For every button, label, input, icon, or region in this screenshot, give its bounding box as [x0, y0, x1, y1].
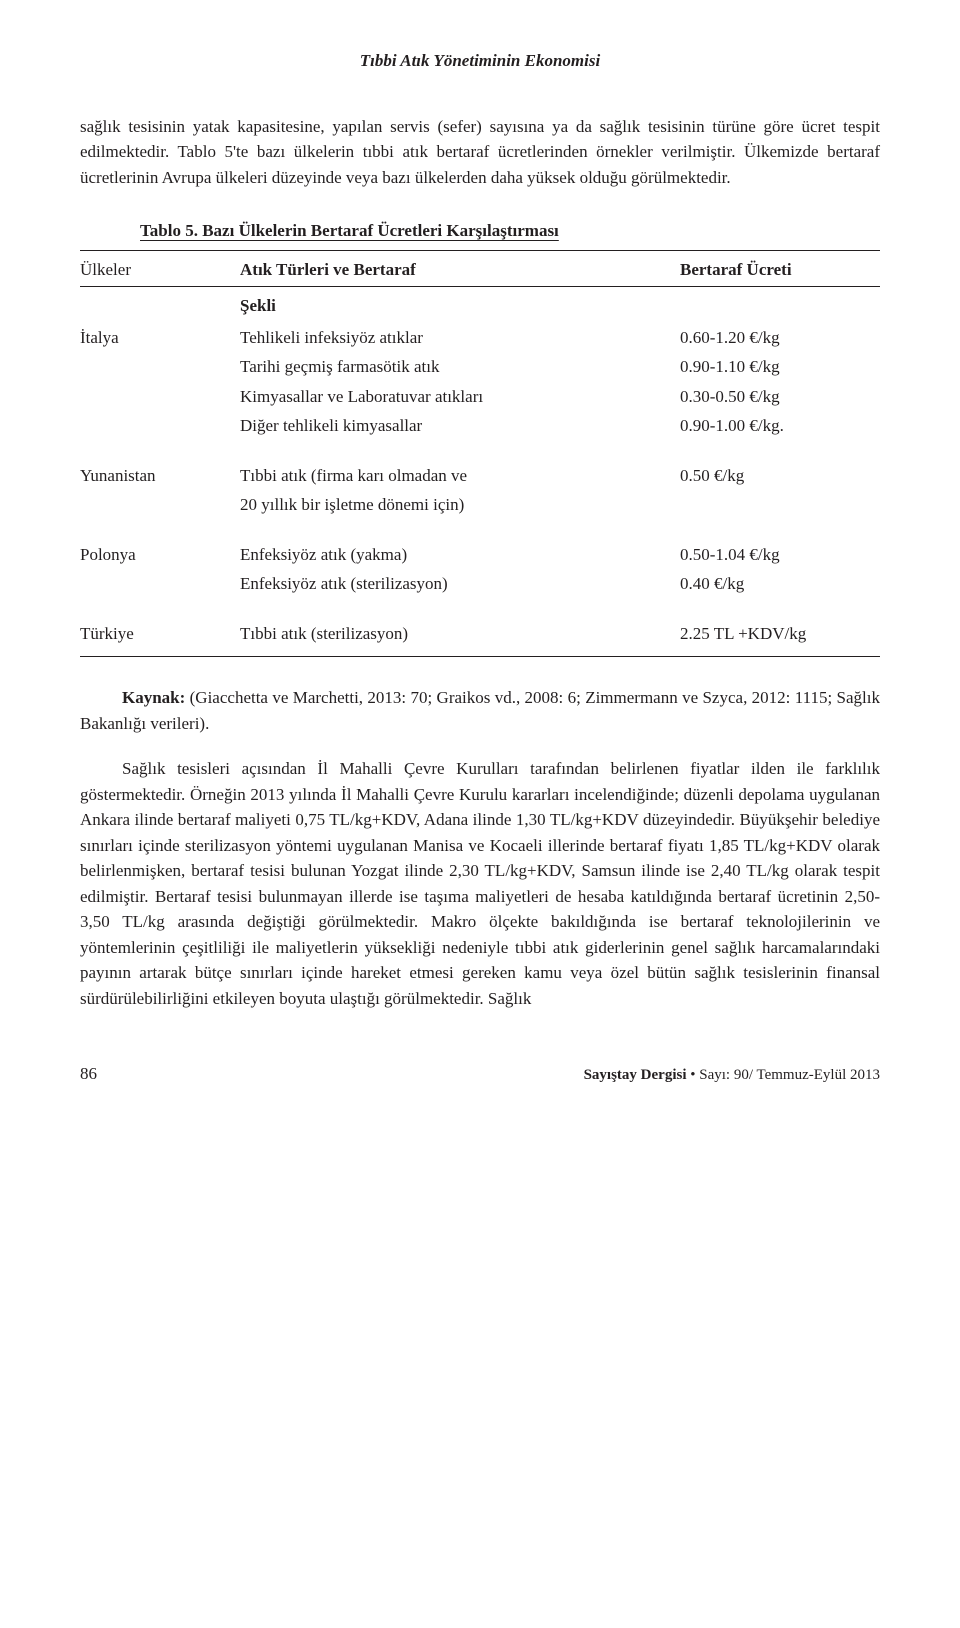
journal-name: Sayıştay Dergisi [584, 1067, 687, 1083]
cell-country: Türkiye [80, 599, 240, 657]
cell-fee: 0.40 €/kg [680, 569, 880, 599]
cell-fee: 0.30-0.50 €/kg [680, 382, 880, 412]
th-type: Atık Türleri ve Bertaraf [240, 250, 680, 287]
cell-type: Tıbbi atık (sterilizasyon) [240, 599, 680, 657]
intro-paragraph: sağlık tesisinin yatak kapasitesine, yap… [80, 114, 880, 191]
th-country: Ülkeler [80, 250, 240, 287]
cell-fee: 0.90-1.00 €/kg. [680, 411, 880, 441]
cell-country: Yunanistan [80, 441, 240, 491]
cell-type: Tıbbi atık (firma karı olmadan ve [240, 441, 680, 491]
table-row: Diğer tehlikeli kimyasallar0.90-1.00 €/k… [80, 411, 880, 441]
cell-type: Enfeksiyöz atık (yakma) [240, 520, 680, 570]
cell-fee: 0.50-1.04 €/kg [680, 520, 880, 570]
source-text: (Giacchetta ve Marchetti, 2013: 70; Grai… [80, 688, 880, 733]
table-source: Kaynak: (Giacchetta ve Marchetti, 2013: … [80, 685, 880, 736]
table-row: TürkiyeTıbbi atık (sterilizasyon)2.25 TL… [80, 599, 880, 657]
page-number: 86 [80, 1061, 97, 1087]
disposal-fee-table: Ülkeler Atık Türleri ve Bertaraf Bertara… [80, 250, 880, 658]
th-fee: Bertaraf Ücreti [680, 250, 880, 287]
source-label: Kaynak: [122, 688, 185, 707]
table-5: Tablo 5. Bazı Ülkelerin Bertaraf Ücretle… [80, 218, 880, 657]
table-title: Tablo 5. Bazı Ülkelerin Bertaraf Ücretle… [140, 218, 880, 244]
table-row: İtalyaTehlikeli infeksiyöz atıklar0.60-1… [80, 323, 880, 353]
cell-country [80, 490, 240, 520]
cell-type: Kimyasallar ve Laboratuvar atıkları [240, 382, 680, 412]
cell-fee: 0.90-1.10 €/kg [680, 352, 880, 382]
cell-country: Polonya [80, 520, 240, 570]
cell-type: Diğer tehlikeli kimyasallar [240, 411, 680, 441]
cell-type: Enfeksiyöz atık (sterilizasyon) [240, 569, 680, 599]
cell-fee: 2.25 TL +KDV/kg [680, 599, 880, 657]
cell-type: 20 yıllık bir işletme dönemi için) [240, 490, 680, 520]
cell-fee: 0.60-1.20 €/kg [680, 323, 880, 353]
main-paragraph: Sağlık tesisleri açısından İl Mahalli Çe… [80, 756, 880, 1011]
cell-type: Tarihi geçmiş farmasötik atık [240, 352, 680, 382]
table-row: PolonyaEnfeksiyöz atık (yakma)0.50-1.04 … [80, 520, 880, 570]
cell-country [80, 569, 240, 599]
table-row: YunanistanTıbbi atık (firma karı olmadan… [80, 441, 880, 491]
journal-info: Sayıştay Dergisi • Sayı: 90/ Temmuz-Eylü… [584, 1064, 880, 1087]
page-footer: 86 Sayıştay Dergisi • Sayı: 90/ Temmuz-E… [80, 1061, 880, 1087]
table-row: Tarihi geçmiş farmasötik atık0.90-1.10 €… [80, 352, 880, 382]
cell-fee: 0.50 €/kg [680, 441, 880, 491]
cell-type: Tehlikeli infeksiyöz atıklar [240, 323, 680, 353]
cell-fee [680, 490, 880, 520]
cell-country [80, 411, 240, 441]
table-row: Enfeksiyöz atık (sterilizasyon)0.40 €/kg [80, 569, 880, 599]
table-row: Kimyasallar ve Laboratuvar atıkları0.30-… [80, 382, 880, 412]
journal-issue: • Sayı: 90/ Temmuz-Eylül 2013 [687, 1067, 881, 1083]
th-type-line2: Şekli [240, 287, 680, 323]
cell-country [80, 352, 240, 382]
cell-country [80, 382, 240, 412]
cell-country: İtalya [80, 323, 240, 353]
table-row: 20 yıllık bir işletme dönemi için) [80, 490, 880, 520]
running-head: Tıbbi Atık Yönetiminin Ekonomisi [80, 48, 880, 74]
